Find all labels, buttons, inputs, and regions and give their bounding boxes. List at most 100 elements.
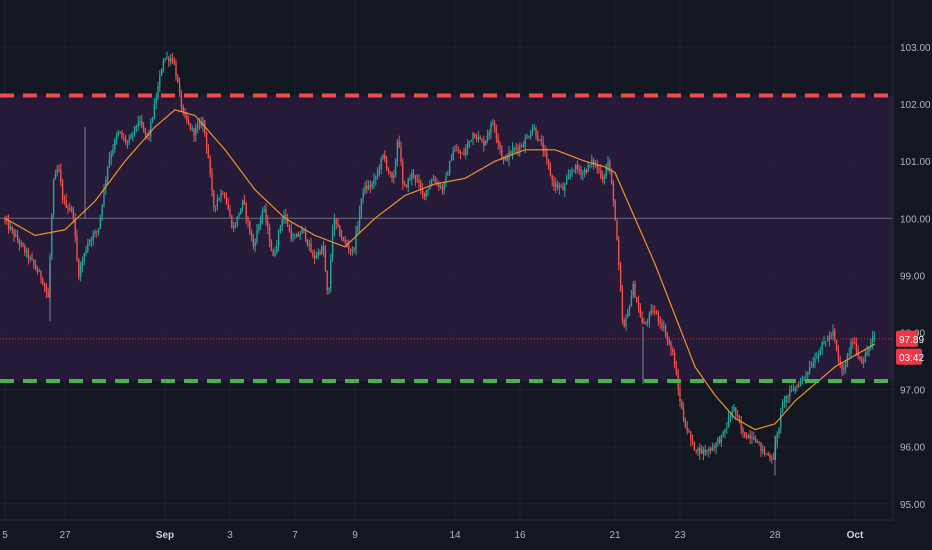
candle-body: [195, 127, 197, 136]
candle-body: [510, 151, 512, 154]
candle-body: [835, 339, 838, 351]
candle-body: [776, 433, 778, 444]
last-price-badge: [896, 330, 918, 347]
price-tick-label: 97.00: [900, 386, 925, 397]
candle-body: [180, 91, 183, 108]
time-tick-label: Sep: [156, 530, 174, 541]
candle-body: [373, 179, 375, 184]
candle-body: [439, 186, 442, 187]
time-tick-label: 28: [769, 530, 781, 541]
candle-body: [353, 249, 355, 251]
candle-body: [222, 192, 224, 194]
candle-body: [567, 175, 570, 179]
candle-body: [150, 121, 152, 136]
candle-body: [187, 120, 190, 124]
candle-body: [344, 239, 346, 243]
candle-body: [657, 313, 660, 322]
candle-body: [119, 131, 121, 134]
candle-body: [196, 125, 199, 128]
candle-body: [412, 173, 415, 176]
candle-body: [537, 136, 539, 141]
candle-body: [454, 150, 456, 152]
candle-body: [15, 234, 17, 237]
candle-body: [202, 120, 204, 127]
candle-body: [301, 229, 303, 235]
candle-body: [256, 229, 258, 243]
candle-body: [502, 157, 505, 160]
candle-body: [848, 353, 850, 356]
candle-body: [243, 200, 246, 204]
candle-body: [384, 154, 386, 160]
candle-body: [463, 153, 465, 155]
moving-average-line: [4, 109, 876, 431]
candle-body: [522, 146, 525, 148]
candle-body: [754, 439, 757, 443]
candle-body: [229, 209, 231, 216]
time-tick-label: Oct: [847, 530, 864, 541]
candle-body: [466, 144, 469, 150]
candle-body: [382, 154, 384, 159]
candle-body: [598, 168, 600, 171]
candle-body: [727, 417, 730, 427]
candle-body: [321, 246, 323, 254]
candle-body: [267, 221, 269, 228]
candle-body: [673, 352, 676, 368]
candle-body: [232, 227, 235, 229]
candle-body: [6, 219, 8, 221]
candle-body: [812, 363, 814, 367]
candle-body: [13, 229, 15, 237]
candle-body: [668, 339, 670, 344]
candle-body: [855, 343, 858, 351]
candle-body: [826, 340, 829, 342]
candle-body: [556, 184, 559, 188]
candle-body: [772, 458, 775, 460]
candle-body: [295, 234, 298, 238]
candle-body: [186, 115, 188, 121]
candle-body: [216, 200, 219, 206]
candle-body: [841, 364, 843, 371]
candle-body: [616, 220, 618, 241]
candle-body: [493, 122, 496, 130]
price-tick-label: 95.00: [900, 500, 925, 511]
candle-body: [672, 349, 674, 353]
candle-body: [834, 330, 836, 340]
candle-body: [549, 166, 552, 177]
candle-body: [78, 259, 80, 277]
price-tick-label: 103.00: [900, 43, 931, 54]
time-axis[interactable]: 5 27 Sep 3 7 9 14 16 21 23 28 Oct: [2, 530, 864, 541]
candle-body: [697, 447, 699, 452]
candle-body: [634, 283, 636, 298]
candles: [4, 51, 876, 476]
candle-body: [582, 172, 584, 175]
candle-body: [794, 387, 796, 391]
candle-body: [103, 188, 105, 205]
countdown-badge: [896, 348, 922, 365]
candle-body: [367, 185, 370, 190]
candle-body: [250, 232, 253, 239]
candle-body: [292, 238, 294, 240]
candle-body: [736, 414, 739, 417]
candle-body: [349, 249, 352, 251]
candle-body: [355, 231, 357, 250]
candle-body: [830, 335, 832, 337]
candle-body: [376, 170, 379, 177]
candle-body: [808, 367, 811, 373]
time-tick-label: 21: [609, 530, 621, 541]
candle-body: [231, 215, 233, 228]
candle-body: [324, 250, 327, 272]
candle-body: [445, 175, 447, 184]
candle-body: [731, 410, 733, 416]
time-tick-label: 16: [514, 530, 526, 541]
candle-body: [679, 389, 681, 402]
candle-body: [308, 243, 310, 245]
candle-body: [799, 380, 802, 386]
candle-body: [351, 249, 354, 251]
candle-body: [520, 145, 523, 147]
candle-body: [90, 240, 93, 241]
time-tick-label: 7: [292, 530, 298, 541]
candle-body: [385, 159, 388, 169]
candle-body: [655, 312, 658, 314]
candle-body: [22, 243, 24, 247]
